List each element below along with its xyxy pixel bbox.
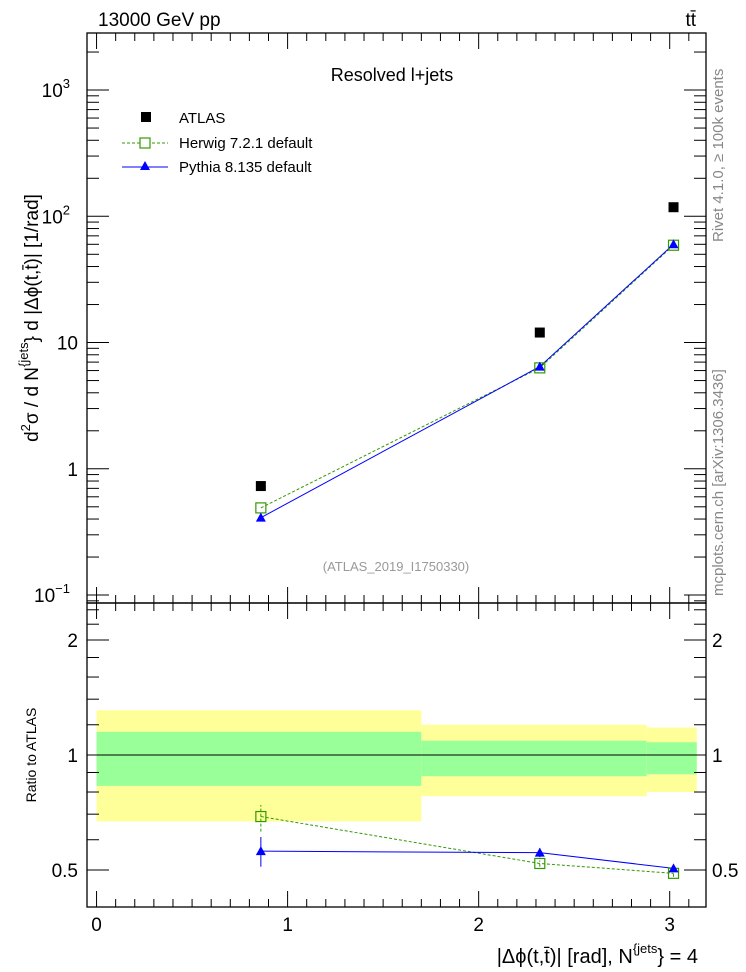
herwig-point <box>255 502 267 514</box>
ratio-y-tick-label: 0.5 <box>52 861 78 882</box>
ratio-frame <box>86 602 707 908</box>
plot-title: Resolved l+jets <box>331 65 454 85</box>
legend: ATLAS Herwig 7.2.1 default Pythia 8.135 … <box>122 110 313 176</box>
legend-label-atlas: ATLAS <box>179 110 225 127</box>
ratio-y-tick-label-right: 2 <box>712 631 723 652</box>
ratio-y-tick-label-right: 0.5 <box>712 861 738 882</box>
y-tick-label: 1 <box>67 460 78 481</box>
legend-marker-pythia <box>140 161 150 170</box>
uncertainty-band-inner <box>421 740 647 777</box>
pythia-point <box>534 361 545 371</box>
x-tick-label: 1 <box>282 915 293 936</box>
y-tick-label: 102 <box>42 202 70 228</box>
pythia-ratio-point <box>255 846 266 856</box>
herwig-ratio-point <box>534 857 546 870</box>
pythia-ratio-line <box>260 850 674 869</box>
y-tick-label: 10−1 <box>34 581 70 607</box>
mcplots-label: mcplots.cern.ch [arXiv:1306.3436] <box>710 369 727 596</box>
x-axis-label: |Δϕ(t,t̄)| [rad], N{jets} = 4 <box>497 941 698 968</box>
ratio-y-axis-label: Ratio to ATLAS <box>23 708 39 803</box>
y-tick-label: 10 <box>57 334 78 355</box>
y-axis-label: d2σ / d N{jets} d |Δϕ(t,t̄)| [1/rad] <box>16 194 43 442</box>
herwig-line <box>260 244 674 509</box>
legend-label-herwig: Herwig 7.2.1 default <box>179 135 313 152</box>
rivet-label: Rivet 4.1.0, ≥ 100k events <box>710 69 727 242</box>
herwig-ratio-point <box>255 810 267 823</box>
process-label: tt̄ <box>685 10 696 31</box>
x-tick-label: 0 <box>91 915 102 936</box>
y-tick-label: 103 <box>42 76 70 102</box>
ratio-y-tick-label: 2 <box>67 631 78 652</box>
ratio-bands <box>87 710 706 822</box>
atlas-point <box>255 481 266 492</box>
legend-marker-atlas <box>141 112 151 122</box>
x-tick-label: 3 <box>664 915 675 936</box>
atlas-point <box>668 202 679 213</box>
ratio-y-tick-label-right: 1 <box>712 746 723 767</box>
energy-label: 13000 GeV pp <box>98 10 221 31</box>
herwig-ratio-line <box>260 816 674 874</box>
data-marks <box>255 202 680 879</box>
atlas-point <box>534 327 545 338</box>
legend-marker-herwig <box>139 137 151 149</box>
pythia-point <box>668 239 679 249</box>
pythia-point <box>255 512 266 522</box>
uncertainty-band-inner <box>646 742 697 775</box>
ratio-y-tick-label: 1 <box>67 746 78 767</box>
pythia-line <box>260 243 674 519</box>
pythia-ratio-point <box>534 847 545 857</box>
x-tick-label: 2 <box>473 915 484 936</box>
pythia-ratio-point <box>668 863 679 873</box>
uncertainty-band-inner <box>96 731 422 786</box>
watermark: (ATLAS_2019_I1750330) <box>323 559 469 574</box>
legend-label-pythia: Pythia 8.135 default <box>179 159 312 176</box>
